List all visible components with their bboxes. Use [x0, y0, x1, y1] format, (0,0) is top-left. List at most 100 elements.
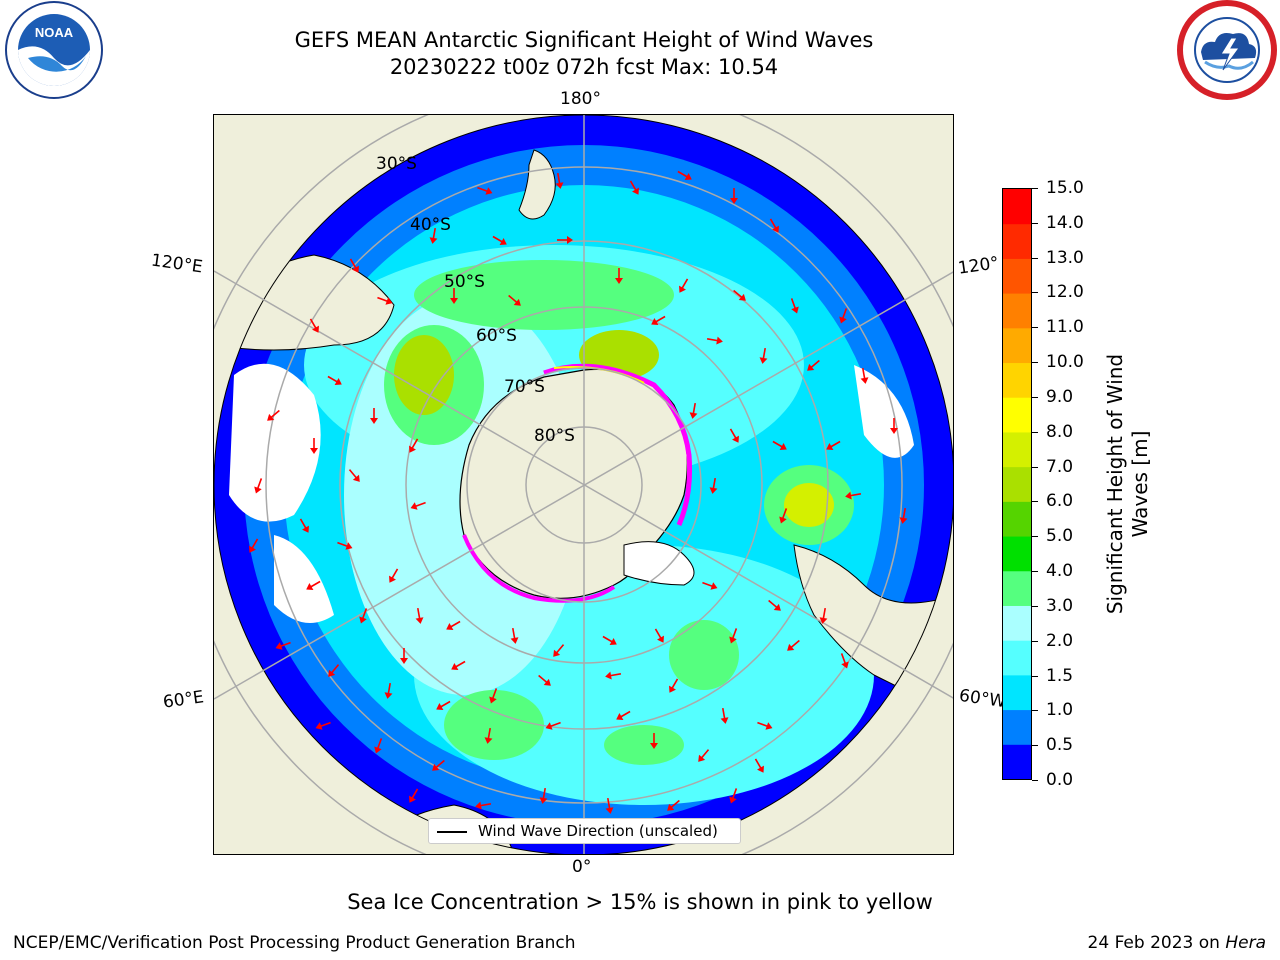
lat-label-40s: 40°S [410, 215, 451, 235]
wind-arrow [605, 671, 622, 680]
wind-arrow [840, 653, 849, 669]
colorbar-segment [1003, 674, 1031, 711]
wind-arrow [315, 721, 331, 730]
colorbar-tick-label: 6.0 [1046, 491, 1074, 512]
wave-high-7 [604, 725, 684, 765]
colorbar-segment [1003, 362, 1031, 398]
colorbar-segment [1003, 709, 1031, 745]
wind-arrow [410, 501, 426, 510]
lon-label-0: 0° [572, 857, 592, 877]
wind-arrow [508, 294, 521, 306]
wind-arrow [451, 660, 466, 670]
wind-arrow [429, 227, 438, 244]
wind-arrow [677, 170, 692, 180]
wind-arrow [667, 799, 680, 811]
nodata-patch-3 [854, 365, 914, 458]
colorbar-tickmark [1032, 571, 1038, 573]
wind-arrow [432, 759, 445, 771]
wind-arrow [299, 518, 309, 533]
wind-arrow [720, 707, 729, 724]
wind-arrows [249, 170, 908, 814]
wind-arrow [538, 674, 551, 686]
colorbar-tickmark [1032, 675, 1038, 677]
wind-arrow [310, 438, 318, 454]
noaa-logo: NOAA [5, 1, 103, 99]
new-zealand [518, 149, 556, 220]
wind-arrow [689, 402, 698, 419]
wind-arrow [436, 700, 451, 710]
colorbar-segment [1003, 605, 1031, 641]
lat-label-60s: 60°S [476, 326, 517, 346]
wind-arrow [702, 581, 718, 590]
wind-arrow [729, 428, 739, 443]
sea-ice-note: Sea Ice Concentration > 15% is shown in … [347, 890, 933, 914]
wind-arrow [772, 440, 787, 450]
wind-arrow [654, 628, 664, 643]
colorbar-tickmark [1032, 745, 1038, 747]
colorbar-tickmark [1032, 640, 1038, 642]
wind-arrow [389, 568, 399, 583]
wind-arrow [400, 648, 408, 664]
wave-high-4b [784, 483, 834, 527]
wind-arrow [510, 627, 519, 644]
colorbar-segment [1003, 466, 1031, 502]
wind-arrow [729, 788, 738, 804]
lat-label-30s: 30°S [376, 154, 417, 174]
wind-arrow [679, 278, 689, 293]
wind-arrow [605, 797, 614, 814]
legend-label: Wind Wave Direction (unscaled) [478, 822, 718, 840]
colorbar-tick-label: 12.0 [1046, 282, 1084, 303]
wind-arrow [328, 664, 340, 677]
wind-arrow [779, 508, 788, 524]
colorbar-segment [1003, 327, 1031, 364]
wind-arrow [557, 236, 573, 244]
wind-arrow [254, 478, 263, 494]
lon-label-60e: 60°E [161, 687, 206, 713]
colorbar-segment [1003, 223, 1031, 259]
wind-arrow [553, 644, 565, 657]
wind-arrow [489, 688, 498, 704]
wind-arrow [730, 188, 738, 204]
wind-arrow [267, 409, 280, 421]
wave-high-5 [669, 620, 739, 690]
footer-date-text: 24 Feb 2023 on [1087, 933, 1226, 953]
colorbar-tickmark [1032, 362, 1038, 364]
wave-high-2b [394, 335, 454, 415]
wind-arrow [415, 607, 424, 624]
colorbar-tickmark [1032, 710, 1038, 712]
wind-arrow [477, 186, 493, 195]
chart-title-line1: GEFS MEAN Antarctic Significant Height o… [294, 28, 874, 52]
map-frame: 30°S 40°S 50°S 60°S 70°S 80°S [213, 114, 954, 855]
footer-host: Hera [1225, 933, 1266, 953]
wind-arrow [306, 580, 321, 590]
lat-label-80s: 80°S [534, 426, 575, 446]
footer-credit: NCEP/EMC/Verification Post Processing Pr… [13, 933, 576, 953]
wind-arrow [899, 507, 908, 524]
wind-arrow [492, 235, 507, 245]
wave-high-6 [444, 690, 544, 760]
lon-label-120e: 120°E [149, 250, 204, 278]
nws-logo [1177, 0, 1277, 100]
polar-map: 30°S 40°S 50°S 60°S 70°S 80°S [214, 115, 953, 854]
wind-arrow [337, 541, 353, 550]
colorbar-tick-label: 5.0 [1046, 526, 1074, 547]
colorbar-tick-label: 14.0 [1046, 212, 1084, 233]
wind-arrow [769, 218, 779, 233]
colorbar-tickmark [1032, 466, 1038, 468]
wind-arrow [860, 367, 869, 384]
colorbar-segment [1003, 293, 1031, 329]
colorbar-tickmark [1032, 257, 1038, 259]
nodata-patch-2 [274, 535, 334, 623]
wind-arrow [475, 801, 492, 810]
wind-arrow [787, 639, 800, 651]
wind-arrow [359, 608, 368, 624]
wind-arrow [754, 758, 764, 773]
colorbar-segment [1003, 570, 1031, 606]
colorbar-tickmark [1032, 327, 1038, 329]
colorbar-segment [1003, 501, 1031, 537]
wind-arrow [615, 268, 623, 284]
wind-arrow [446, 620, 461, 630]
colorbar-segment [1003, 189, 1031, 225]
wind-arrow [819, 607, 828, 624]
legend-line-sample [437, 831, 467, 833]
